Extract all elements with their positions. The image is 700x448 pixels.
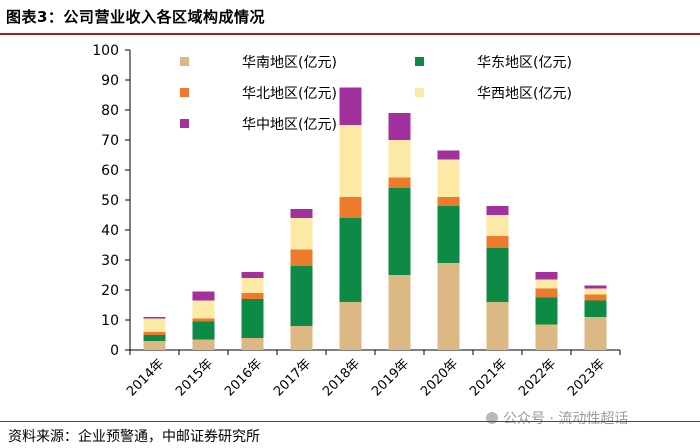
bar-2014年-series-4 — [143, 317, 166, 319]
bar-2022年-series-1 — [535, 297, 558, 325]
bar-2022年-series-3 — [535, 279, 558, 289]
y-tick-label-4: 40 — [101, 223, 119, 239]
x-tick-label-2: 2016年 — [222, 356, 265, 399]
bar-2018年-series-0 — [339, 302, 362, 350]
title-underline — [0, 33, 700, 35]
bar-2023年-series-1 — [584, 300, 607, 317]
bar-2015年-series-3 — [192, 300, 215, 319]
bar-2023年-series-0 — [584, 317, 607, 350]
x-tick-label-0: 2014年 — [124, 356, 167, 399]
legend-label-0: 华南地区(亿元) — [242, 55, 337, 71]
x-tick-label-6: 2020年 — [418, 356, 461, 399]
bar-2020年-series-0 — [437, 263, 460, 350]
bar-2021年-series-0 — [486, 302, 509, 350]
bar-2023年-series-3 — [584, 288, 607, 295]
source-note: 资料来源：企业预警通，中邮证券研究所 — [8, 429, 260, 445]
chart-title: 图表3：公司营业收入各区域构成情况 — [6, 8, 265, 26]
bar-2015年-series-4 — [192, 291, 215, 301]
bar-2021年-series-3 — [486, 215, 509, 236]
bar-2022年-series-2 — [535, 288, 558, 298]
legend-swatch-1 — [415, 57, 424, 66]
bar-2014年-series-1 — [143, 335, 166, 341]
y-tick-label-8: 80 — [101, 103, 119, 119]
legend-label-3: 华西地区(亿元) — [477, 86, 572, 102]
bar-2017年-series-3 — [290, 218, 313, 250]
y-tick-label-9: 90 — [101, 73, 119, 89]
bar-2016年-series-1 — [241, 299, 264, 338]
bar-2020年-series-3 — [437, 159, 460, 197]
legend: 华南地区(亿元) 华东地区(亿元) 华北地区(亿元) 华西地区(亿元) 华中地区(亿元) — [180, 55, 572, 133]
bar-2022年-series-0 — [535, 324, 558, 350]
x-tick-label-8: 2022年 — [516, 356, 559, 399]
legend-label-4: 华中地区(亿元) — [242, 117, 337, 133]
bar-2019年-series-1 — [388, 188, 411, 275]
bar-2021年-series-1 — [486, 248, 509, 302]
x-tick-label-4: 2018年 — [320, 356, 363, 399]
bar-2017年-series-4 — [290, 209, 313, 218]
y-tick-label-3: 30 — [101, 253, 119, 269]
bar-2020年-series-1 — [437, 206, 460, 263]
legend-swatch-4 — [180, 119, 189, 128]
bar-2023年-series-4 — [584, 285, 607, 289]
y-tick-label-1: 10 — [101, 313, 119, 329]
bar-2019年-series-4 — [388, 113, 411, 140]
bar-2015年-series-1 — [192, 321, 215, 340]
legend-swatch-3 — [415, 88, 424, 97]
bar-2016年-series-2 — [241, 293, 264, 299]
bar-2017年-series-0 — [290, 326, 313, 350]
bar-2021年-series-4 — [486, 206, 509, 215]
bars — [143, 87, 607, 350]
x-tick-label-3: 2017年 — [271, 356, 314, 399]
legend-label-1: 华东地区(亿元) — [477, 55, 572, 71]
watermark: 公众号 · 流动性超话 — [486, 408, 628, 428]
bar-2015年-series-0 — [192, 339, 215, 350]
y-tick-label-2: 20 — [101, 283, 119, 299]
bar-2017年-series-1 — [290, 266, 313, 326]
bar-2016年-series-4 — [241, 272, 264, 278]
legend-swatch-0 — [180, 57, 189, 66]
x-tick-label-9: 2023年 — [565, 356, 608, 399]
bar-2019年-series-0 — [388, 275, 411, 350]
bar-2019年-series-3 — [388, 140, 411, 178]
y-tick-label-5: 50 — [101, 193, 119, 209]
bar-2020年-series-2 — [437, 197, 460, 206]
bar-2014年-series-0 — [143, 341, 166, 350]
bar-2018年-series-2 — [339, 197, 362, 218]
bar-2018年-series-1 — [339, 218, 362, 302]
bar-2021年-series-2 — [486, 236, 509, 248]
source-rule — [0, 421, 700, 422]
bar-2022年-series-4 — [535, 272, 558, 280]
x-tick-label-7: 2021年 — [467, 356, 510, 399]
wechat-icon — [486, 412, 498, 424]
y-tick-label-6: 60 — [101, 163, 119, 179]
legend-swatch-2 — [180, 88, 189, 97]
x-tick-label-1: 2015年 — [173, 356, 216, 399]
bar-2016年-series-3 — [241, 278, 264, 293]
bar-2016年-series-0 — [241, 338, 264, 350]
watermark-text: 公众号 · 流动性超话 — [503, 411, 629, 427]
bar-2019年-series-2 — [388, 177, 411, 188]
bar-2015年-series-2 — [192, 318, 215, 322]
bar-2018年-series-3 — [339, 125, 362, 197]
bar-2014年-series-2 — [143, 332, 166, 335]
bar-2017年-series-2 — [290, 249, 313, 266]
bar-2014年-series-3 — [143, 318, 166, 332]
x-tick-label-5: 2019年 — [369, 356, 412, 399]
bar-2023年-series-2 — [584, 294, 607, 301]
y-tick-label-7: 70 — [101, 133, 119, 149]
legend-label-2: 华北地区(亿元) — [242, 86, 337, 102]
y-tick-label-10: 100 — [92, 43, 119, 59]
bar-2020年-series-4 — [437, 150, 460, 160]
bar-2018年-series-4 — [339, 87, 362, 125]
y-tick-label-0: 0 — [110, 343, 119, 359]
